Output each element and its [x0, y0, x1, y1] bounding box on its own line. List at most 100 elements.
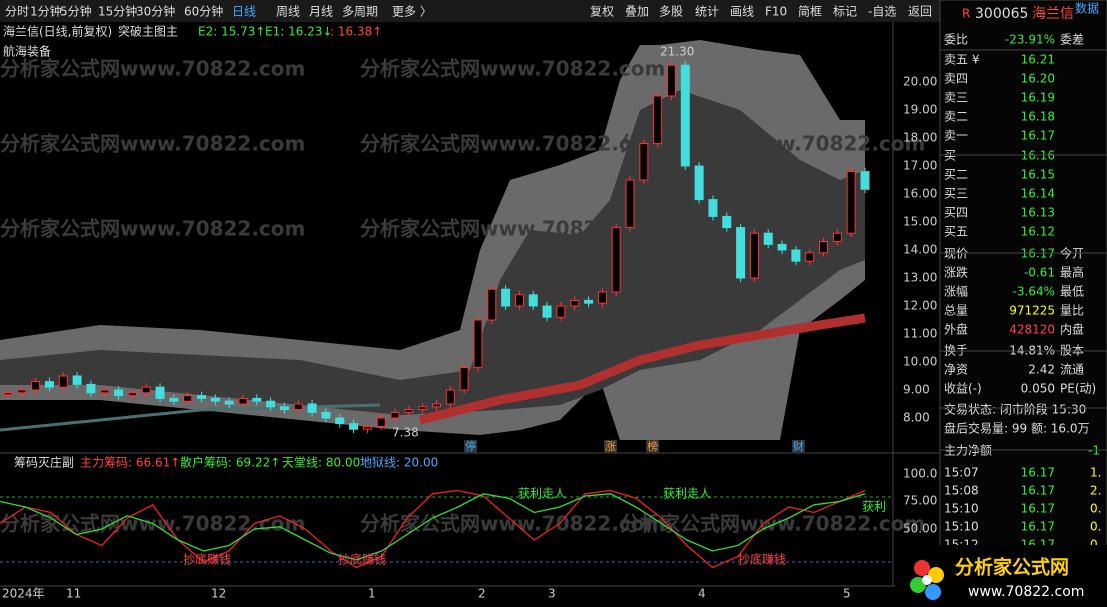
- y-tick-label: 16.00: [903, 187, 937, 201]
- toolbar-item[interactable]: 统计: [695, 5, 719, 19]
- quote-cell: 0.: [1090, 520, 1101, 534]
- quote-cell: 卖二: [944, 110, 968, 124]
- e1: E1: 16.23↓: [265, 25, 332, 39]
- candle: [127, 392, 137, 397]
- sub-axis-label: 100.0: [903, 467, 937, 481]
- marker: 停: [465, 439, 476, 453]
- y-tick-label: 17.00: [903, 159, 937, 173]
- toolbar-item[interactable]: 周线: [276, 5, 300, 19]
- candle: [210, 397, 220, 402]
- quote-cell: 16.17: [1021, 520, 1055, 534]
- toolbar-item[interactable]: 画线: [730, 5, 754, 19]
- quote-cell: 16.17: [1021, 484, 1055, 498]
- candle: [736, 227, 746, 279]
- candle: [362, 425, 372, 430]
- candle: [44, 381, 54, 388]
- toolbar-item[interactable]: 30分钟: [136, 4, 175, 19]
- candle: [86, 383, 96, 394]
- candle: [31, 381, 41, 391]
- toolbar-item[interactable]: 多周期: [342, 5, 378, 19]
- toolbar-item[interactable]: 简框: [798, 5, 822, 19]
- candle: [514, 294, 524, 307]
- quote-panel: [939, 0, 1107, 607]
- quote-cell: 最高: [1060, 265, 1084, 280]
- candle: [390, 411, 400, 419]
- logo-name: 分析家公式网: [955, 556, 1069, 579]
- toolbar-item[interactable]: 叠加: [625, 5, 649, 19]
- quote-cell: 委差: [1060, 33, 1084, 47]
- quote-cell: 16.15: [1021, 168, 1055, 182]
- marker-bg: [464, 440, 477, 453]
- candle: [722, 215, 732, 229]
- candle: [708, 199, 718, 217]
- toolbar-item[interactable]: 日线: [232, 5, 256, 19]
- quote-cell: 卖四: [944, 72, 968, 86]
- candle: [335, 417, 345, 425]
- quote-cell: 流通: [1060, 363, 1084, 377]
- toolbar-item[interactable]: 返回: [908, 5, 932, 19]
- sub-axis-label: 50.00: [903, 522, 937, 536]
- candle: [169, 397, 179, 402]
- toolbar-item[interactable]: F10: [765, 5, 787, 19]
- sub-title: 筹码灭庄副: [14, 455, 74, 470]
- quote-cell: 卖三: [944, 91, 968, 105]
- buy-note: 抄底赚钱: [738, 552, 786, 567]
- toolbar-item[interactable]: 月线: [309, 5, 333, 19]
- candle: [183, 395, 193, 402]
- quote-cell: 买三: [944, 187, 968, 201]
- toolbar-item[interactable]: 分时: [5, 5, 29, 19]
- sector: 航海装备: [3, 44, 51, 59]
- candle: [155, 386, 165, 399]
- quote-cell: 2.: [1090, 484, 1101, 498]
- watermark: 分析家公式网www.70822.com: [620, 512, 925, 536]
- quote-cell: 16.19: [1021, 91, 1055, 105]
- y-tick-label: 19.00: [903, 103, 937, 117]
- marker: 财: [793, 439, 804, 453]
- badge: R: [962, 7, 970, 21]
- candle: [376, 417, 386, 427]
- y-tick-label: 13.00: [903, 271, 937, 285]
- candle: [197, 395, 207, 399]
- toolbar-item[interactable]: 标记: [833, 5, 857, 19]
- quote-cell: 16.14: [1021, 187, 1055, 201]
- logo-center: [922, 575, 932, 585]
- toolbar: [0, 0, 940, 22]
- toolbar-item[interactable]: -自选: [868, 5, 896, 19]
- toolbar-item[interactable]: 5分钟: [60, 4, 92, 19]
- candle: [528, 294, 538, 307]
- marker: 榜: [647, 439, 658, 453]
- candle: [694, 165, 704, 201]
- toolbar-item[interactable]: 60分钟: [184, 4, 223, 19]
- candle: [749, 232, 759, 279]
- quote-cell: 16.17: [1021, 466, 1055, 480]
- candle: [625, 179, 635, 229]
- candle: [556, 305, 566, 318]
- marker-bg: [792, 440, 805, 453]
- candle: [846, 171, 856, 234]
- date-label: 3: [548, 587, 556, 601]
- toolbar-item[interactable]: 更多 〉: [392, 5, 432, 19]
- y-tick-label: 11.00: [903, 327, 937, 341]
- quote-cell: 涨跌: [944, 265, 968, 280]
- candle: [17, 389, 27, 394]
- toolbar-item[interactable]: 1分钟: [30, 4, 62, 19]
- y-tick-label: 9.00: [903, 383, 930, 397]
- toolbar-item[interactable]: 多股: [659, 5, 683, 19]
- trend-line: [0, 403, 381, 432]
- candle: [611, 227, 621, 293]
- candle: [570, 299, 580, 307]
- code: 300065: [975, 6, 1028, 22]
- date-label: 12: [211, 587, 226, 601]
- candle: [349, 423, 359, 430]
- logo-petal: [925, 584, 941, 600]
- quote-cell: 0.050: [1021, 382, 1055, 396]
- y-tick-label: 18.00: [903, 131, 937, 145]
- toolbar-item[interactable]: 15分钟: [98, 4, 137, 19]
- toolbar-item[interactable]: 复权: [590, 5, 614, 19]
- date-label: 1: [368, 587, 376, 601]
- quote-cell: 1.: [1090, 466, 1101, 480]
- quote-cell: 428120: [1009, 323, 1055, 337]
- y-tick-label: 14.00: [903, 243, 937, 257]
- candle: [501, 288, 511, 307]
